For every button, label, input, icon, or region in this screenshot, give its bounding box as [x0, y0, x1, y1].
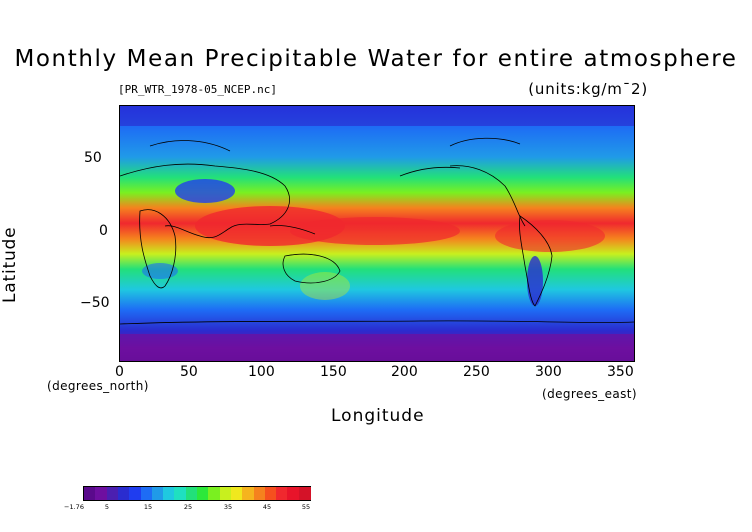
precipitable-water-map: [120, 106, 634, 361]
colorbar-swatch: [174, 487, 187, 500]
colorbar-swatch: [287, 487, 300, 500]
colorbar-swatch: [264, 487, 277, 500]
y-tick-label: 0: [99, 223, 108, 239]
colorbar-swatch: [129, 487, 142, 500]
x-tick-label: 150: [320, 364, 347, 380]
colorbar-swatch: [197, 487, 209, 500]
colorbar-swatch: [298, 487, 311, 500]
colorbar-swatch: [117, 487, 130, 500]
x-tick-label: 200: [391, 364, 418, 380]
colorbar-swatch: [84, 487, 96, 500]
x-axis-unit-left: (degrees_north): [47, 379, 149, 393]
colorbar-label: 45: [262, 503, 272, 511]
x-axis-label: Longitude: [331, 406, 425, 426]
file-label: [PR_WTR_1978-05_NCEP.nc]: [118, 83, 277, 96]
x-tick-label: 0: [115, 364, 124, 380]
colorbar-label: 25: [183, 503, 193, 511]
units-label: (units:kg/m¯2): [528, 80, 648, 98]
y-tick-label: −50: [80, 295, 110, 311]
colorbar-swatch: [151, 487, 164, 500]
colorbar-swatch: [208, 487, 221, 500]
colorbar-swatch: [106, 487, 119, 500]
map-plot-area: [119, 105, 635, 362]
colorbar-swatch: [163, 487, 176, 500]
y-axis-label: Latitude: [0, 226, 20, 303]
colorbar-swatch: [140, 487, 153, 500]
colorbar-label: 55: [301, 503, 311, 511]
x-tick-label: 350: [607, 364, 634, 380]
x-tick-label: 300: [535, 364, 562, 380]
colorbar-label: −1.76: [64, 503, 84, 511]
chart-title: Monthly Mean Precipitable Water for enti…: [14, 46, 738, 72]
colorbar-label: 15: [143, 503, 153, 511]
x-tick-label: 100: [248, 364, 275, 380]
colorbar-swatch: [276, 487, 289, 500]
colorbar-swatch: [185, 487, 198, 500]
x-axis-unit-right: (degrees_east): [542, 387, 637, 401]
colorbar-labels: −1.76 5 15 25 35 45 55: [60, 503, 330, 515]
colorbar-swatch: [242, 487, 255, 500]
colorbar: [83, 486, 311, 501]
y-tick-label: 50: [84, 150, 102, 166]
colorbar-swatch: [95, 487, 108, 500]
colorbar-label: 35: [223, 503, 233, 511]
x-tick-label: 50: [180, 364, 198, 380]
colorbar-label: 5: [104, 503, 110, 511]
colorbar-swatch: [253, 487, 266, 500]
x-tick-label: 250: [463, 364, 490, 380]
colorbar-swatch: [219, 487, 232, 500]
colorbar-swatch: [230, 487, 243, 500]
